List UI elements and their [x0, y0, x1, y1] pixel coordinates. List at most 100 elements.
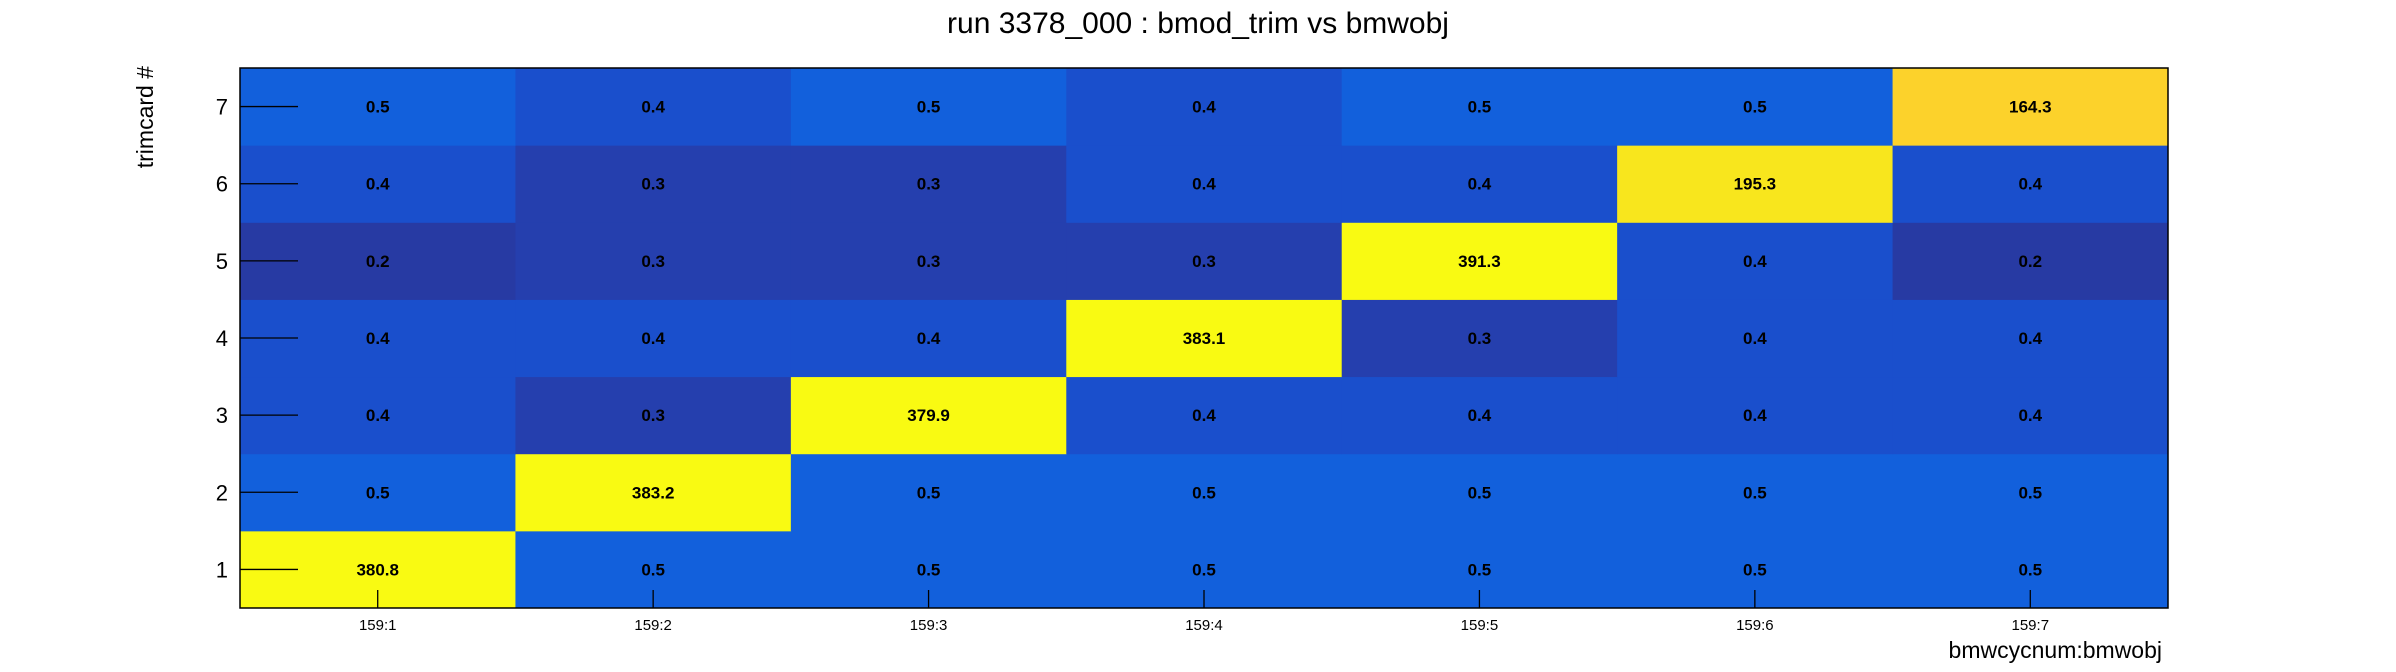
x-axis-label: bmwcycnum:bmwobj — [1949, 637, 2162, 663]
heatmap-cell — [1617, 299, 1894, 378]
heatmap-cell — [1892, 376, 2169, 455]
cell-value-label: 380.8 — [356, 560, 399, 579]
cell-value-label: 0.4 — [1468, 406, 1492, 425]
heatmap-cell — [790, 222, 1067, 300]
heatmap-cell — [1341, 376, 1618, 455]
heatmap-cell — [1617, 376, 1894, 455]
heatmap-cell — [1341, 145, 1618, 223]
heatmap-cell — [1066, 376, 1343, 455]
cell-value-label: 0.5 — [641, 560, 665, 579]
heatmap-cell — [1892, 299, 2169, 378]
heatmap-cell — [1341, 68, 1618, 146]
heatmap-cell — [1066, 145, 1343, 223]
y-tick-label: 7 — [216, 95, 228, 120]
heatmap-cell — [790, 145, 1067, 223]
cell-value-label: 0.5 — [1468, 98, 1492, 117]
cell-value-label: 0.4 — [1192, 406, 1216, 425]
cell-value-label: 0.4 — [1743, 406, 1767, 425]
cell-value-label: 0.5 — [2018, 560, 2042, 579]
cell-value-label: 0.5 — [1468, 560, 1492, 579]
cell-value-label: 0.5 — [917, 483, 941, 502]
heatmap-cell — [1341, 299, 1618, 378]
cell-value-label: 0.5 — [917, 98, 941, 117]
y-tick-label: 4 — [216, 326, 228, 351]
plot-frame — [239, 67, 2169, 609]
y-tick-label: 2 — [216, 480, 228, 505]
axes: 1 2 3 4 5 6 7 159:1 159:2 159:3 159:4 159:5 159:6 159… — [216, 95, 2049, 634]
heatmap-cell — [1892, 453, 2169, 532]
cell-value-label: 0.3 — [641, 175, 665, 194]
heatmap-cell — [515, 376, 792, 455]
cell-value-label: 383.2 — [632, 483, 675, 502]
x-tick-label: 159:5 — [1461, 617, 1499, 634]
heatmap-cell — [515, 145, 792, 223]
cell-value-label: 0.4 — [1743, 252, 1767, 271]
cell-value-label: 0.4 — [2018, 406, 2042, 425]
cell-value-label: 379.9 — [907, 406, 950, 425]
heatmap-cell — [1892, 145, 2169, 223]
x-tick-label: 159:2 — [634, 617, 672, 634]
heatmap-cell — [515, 222, 792, 300]
cell-value-label: 0.3 — [641, 252, 665, 271]
cell-value-label: 0.4 — [1468, 175, 1492, 194]
heatmap-cell — [1341, 453, 1618, 532]
cell-value-label: 0.4 — [1192, 175, 1216, 194]
cell-value-label: 0.2 — [366, 252, 390, 271]
heatmap-cell — [515, 453, 792, 532]
cell-value-label: 0.4 — [1743, 329, 1767, 348]
cell-value-label: 0.3 — [641, 406, 665, 425]
heatmap-cell — [1892, 222, 2169, 300]
heatmap-cell — [1066, 453, 1343, 532]
cell-value-label: 0.4 — [917, 329, 941, 348]
heatmap-cell — [790, 453, 1067, 532]
cell-value-label: 164.3 — [2009, 98, 2052, 117]
heatmap-cell — [790, 299, 1067, 378]
cell-value-label: 0.4 — [1192, 98, 1216, 117]
cell-value-label: 0.4 — [641, 329, 665, 348]
heatmap-cell — [1892, 68, 2169, 146]
cell-value-label: 0.4 — [641, 98, 665, 117]
cell-value-label: 0.3 — [917, 175, 941, 194]
cell-value-label: 0.2 — [2018, 252, 2042, 271]
heatmap-cell — [1617, 145, 1894, 223]
heatmap-cell — [515, 299, 792, 378]
cell-value-label: 0.3 — [1192, 252, 1216, 271]
cell-value-label: 0.5 — [366, 483, 390, 502]
cell-value-label: 0.5 — [1192, 483, 1216, 502]
x-tick-label: 159:3 — [910, 617, 948, 634]
heatmap-cell — [515, 68, 792, 146]
cell-value-label: 383.1 — [1183, 329, 1226, 348]
chart-title: run 3378_000 : bmod_trim vs bmwobj — [947, 7, 1449, 40]
heatmap-cells — [240, 68, 2169, 609]
cell-labels: 380.8 0.5 0.5 0.5 0.5 0.5 0.5 0.5 383.2 0.5 0.5 0.5… — [356, 98, 2051, 580]
cell-value-label: 0.4 — [2018, 175, 2042, 194]
y-tick-label: 6 — [216, 172, 228, 197]
heatmap-cell — [1066, 222, 1343, 300]
y-tick-label: 5 — [216, 249, 228, 274]
cell-value-label: 195.3 — [1734, 175, 1777, 194]
heatmap-cell — [1066, 299, 1343, 378]
heatmap-cell — [1066, 68, 1343, 146]
cell-value-label: 0.5 — [1743, 560, 1767, 579]
heatmap-cell — [1341, 222, 1618, 300]
cell-value-label: 391.3 — [1458, 252, 1501, 271]
heatmap-cell — [790, 68, 1067, 146]
cell-value-label: 0.3 — [917, 252, 941, 271]
y-axis-label: trimcard # — [132, 66, 158, 168]
y-tick-label: 1 — [216, 557, 228, 582]
x-tick-label: 159:7 — [2012, 617, 2050, 634]
cell-value-label: 0.5 — [366, 98, 390, 117]
heatmap-cell — [1617, 222, 1894, 300]
cell-value-label: 0.5 — [1743, 98, 1767, 117]
heatmap-cell — [1617, 453, 1894, 532]
y-tick-label: 3 — [216, 403, 228, 428]
cell-value-label: 0.4 — [366, 406, 390, 425]
cell-value-label: 0.3 — [1468, 329, 1492, 348]
cell-value-label: 0.5 — [917, 560, 941, 579]
x-tick-label: 159:4 — [1185, 617, 1223, 634]
cell-value-label: 0.4 — [2018, 329, 2042, 348]
cell-value-label: 0.5 — [1468, 483, 1492, 502]
cell-value-label: 0.4 — [366, 175, 390, 194]
heatmap-cell — [790, 376, 1067, 455]
